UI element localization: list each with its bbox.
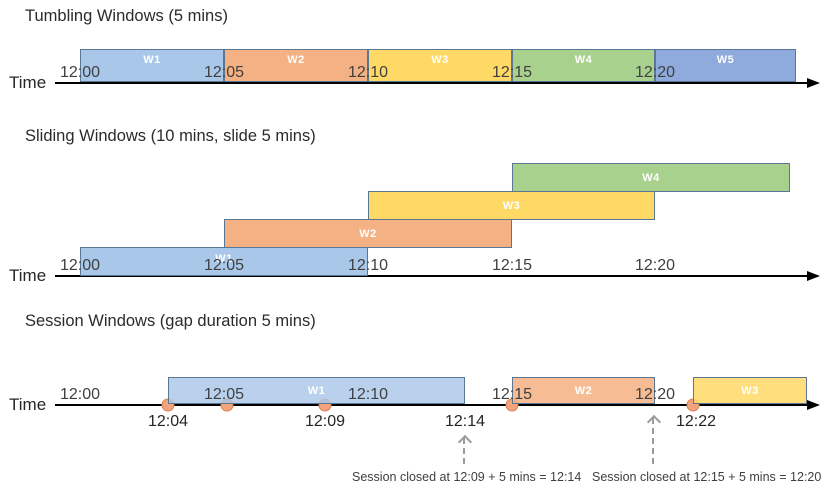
window-label: W1 [143,53,161,66]
session-window-w3: W3 [693,377,807,404]
sliding-window-w3: W3 [368,191,655,220]
tumbling-tick-1205: 12:05 [203,64,245,81]
sliding-section-title: Sliding Windows (10 mins, slide 5 mins) [25,127,316,145]
tumbling-window-w3: W3 [368,49,512,82]
tumbling-window-w2: W2 [224,49,368,82]
tumbling-window-w4: W4 [512,49,655,82]
window-label: W3 [502,199,521,212]
tumbling-time-axis-label: Time [9,73,47,92]
event-time-1222: 12:22 [675,413,717,430]
window-label: W3 [431,53,449,66]
sliding-time-axis-label: Time [9,266,47,285]
sliding-axis-arrowhead-icon [807,271,820,281]
sliding-tick-1210: 12:10 [347,257,389,274]
tumbling-tick-1210: 12:10 [347,64,389,81]
sliding-tick-1205: 12:05 [203,257,245,274]
window-label: W3 [741,384,759,397]
session-window-w1: W1 [168,377,465,404]
session-axis-arrowhead-icon [807,400,820,410]
tumbling-section-title: Tumbling Windows (5 mins) [25,7,228,25]
sliding-window-w2: W2 [224,219,512,248]
session-close-annotation-left: Session closed at 12:09 + 5 mins = 12:14 [352,470,582,484]
tumbling-tick-1215: 12:15 [491,64,533,81]
session-tick-1205: 12:05 [203,386,245,403]
sliding-window-w1: W1 [80,247,368,276]
window-label: W4 [642,171,660,184]
event-time-1204: 12:04 [147,413,189,430]
tumbling-window-w5: W5 [655,49,796,82]
window-label: W1 [215,252,233,265]
sliding-tick-1215: 12:15 [491,257,533,274]
window-label: W5 [716,53,735,66]
session-tick-1220: 12:20 [634,386,676,403]
session-section-title: Session Windows (gap duration 5 mins) [25,312,316,330]
tumbling-tick-1220: 12:20 [634,64,676,81]
sliding-window-w4: W4 [512,163,790,192]
sliding-time-axis [55,275,808,277]
window-label: W1 [307,384,326,397]
window-label: W2 [287,53,305,66]
session-close-annotation-right: Session closed at 12:15 + 5 mins = 12:20 [592,470,822,484]
session-tick-1215: 12:15 [491,386,533,403]
tumbling-time-axis [55,82,808,84]
session-time-axis [55,404,808,406]
event-time-1209: 12:09 [304,413,346,430]
window-label: W2 [359,227,377,240]
session-time-axis-label: Time [9,395,47,414]
tumbling-window-w1: W1 [80,49,224,82]
sliding-tick-1200: 12:00 [59,257,101,274]
tumbling-tick-1200: 12:00 [59,64,101,81]
session-close-arrow-right [646,414,661,464]
tumbling-axis-arrowhead-icon [807,78,820,88]
session-close-arrow-left [457,434,472,464]
sliding-tick-1220: 12:20 [634,257,676,274]
arrow-up-icon [646,414,661,430]
session-tick-1210: 12:10 [347,386,389,403]
window-label: W2 [574,384,593,397]
session-window-w2: W2 [512,377,655,404]
close-time-1214: 12:14 [444,413,486,430]
session-tick-1200: 12:00 [59,386,101,403]
window-label: W4 [574,53,593,66]
arrow-up-icon [457,434,472,450]
